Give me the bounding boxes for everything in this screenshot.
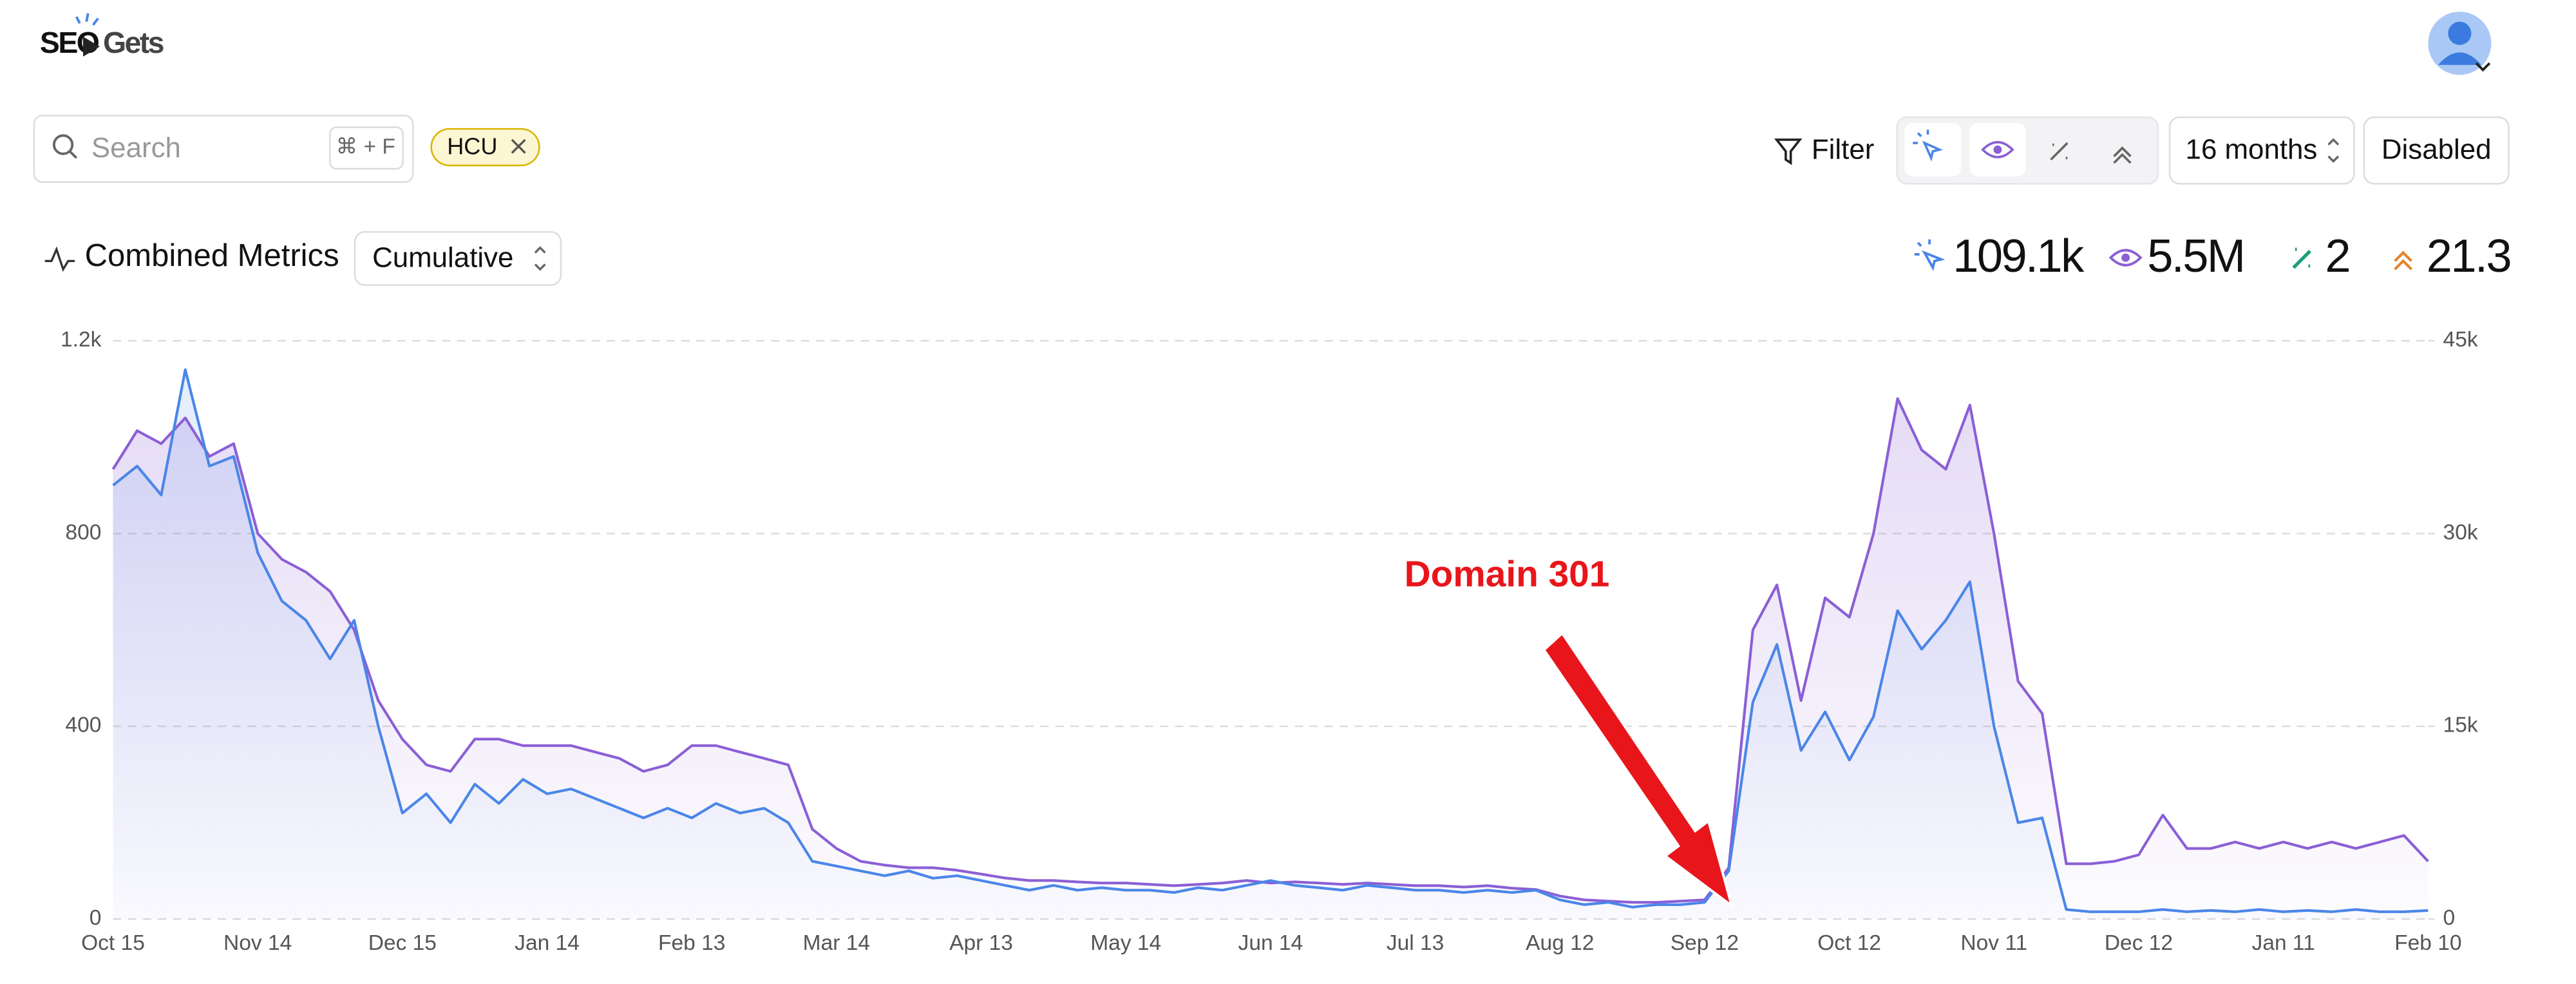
ctr-icon bbox=[2292, 247, 2311, 269]
x-tick-label: Jul 13 bbox=[1387, 931, 1444, 955]
impressions-icon bbox=[2121, 253, 2130, 262]
mode-text: Disabled bbox=[2382, 134, 2492, 166]
x-tick-label: Mar 14 bbox=[803, 931, 870, 955]
clicks-icon bbox=[1913, 129, 1944, 162]
impressions-icon bbox=[2108, 249, 2143, 267]
y-tick-label: 400 bbox=[65, 714, 101, 737]
shortcut-frame bbox=[328, 126, 404, 170]
mode-button[interactable]: Disabled bbox=[2363, 116, 2510, 185]
mode-frame bbox=[2363, 116, 2510, 185]
avatar-caret bbox=[2475, 62, 2491, 72]
x-tick-label: Jan 11 bbox=[2252, 931, 2315, 955]
tag-frame bbox=[430, 128, 540, 167]
y-tick-label: 0 bbox=[90, 906, 102, 930]
x-tick-label: Oct 15 bbox=[81, 931, 145, 955]
avatar-head bbox=[2448, 21, 2472, 45]
metrics-icon bbox=[44, 246, 75, 272]
aggregation-text: Cumulative bbox=[372, 241, 513, 273]
x-tick-label: Jun 14 bbox=[1238, 931, 1303, 955]
logo-spark bbox=[75, 13, 99, 26]
shortcut: ⌘ + F bbox=[336, 135, 395, 159]
y-tick-label: 800 bbox=[65, 520, 101, 544]
select-caret bbox=[2327, 138, 2340, 163]
search-icon bbox=[69, 150, 78, 159]
stat-impressions: 5.5M bbox=[2147, 231, 2244, 282]
filter-text: Filter bbox=[1812, 134, 1874, 166]
x-tick-label: Aug 12 bbox=[1526, 931, 1594, 955]
impressions-icon bbox=[1993, 145, 2002, 154]
x-tick-label: Feb 13 bbox=[658, 931, 725, 955]
annotation-arrow bbox=[1542, 631, 1734, 909]
avatar-body bbox=[2438, 52, 2481, 65]
select-caret bbox=[534, 246, 546, 271]
x-tick-label: Nov 14 bbox=[223, 931, 292, 955]
search-box[interactable]: Search ⌘ + F bbox=[33, 115, 414, 183]
x-tick-label: Feb 10 bbox=[2394, 931, 2461, 955]
period-text: 16 months bbox=[2186, 134, 2318, 166]
line bbox=[112, 368, 2429, 913]
logo-text: Gets bbox=[103, 26, 164, 59]
x-tick-label: Jan 14 bbox=[515, 931, 580, 955]
y2-tick-label: 45k bbox=[2443, 328, 2478, 352]
logo[interactable]: SEO Gets bbox=[40, 13, 165, 59]
x-tick-label: Apr 13 bbox=[949, 931, 1013, 955]
y2-tick-label: 30k bbox=[2443, 520, 2478, 544]
aggregation-select[interactable]: Cumulative bbox=[354, 231, 562, 286]
search-placeholder: Search bbox=[91, 132, 181, 164]
impressions-icon bbox=[1981, 140, 2014, 158]
metric-toggles bbox=[1896, 116, 2159, 185]
line bbox=[111, 397, 2429, 904]
x-tick-label: Oct 12 bbox=[1817, 931, 1881, 955]
chart: 0 400 800 1.2k 0 15k 30k 45k Oct 15 Nov 14 Dec 15 J… bbox=[61, 328, 2478, 955]
filter-icon bbox=[1774, 138, 1803, 166]
tag[interactable]: HCU bbox=[430, 128, 540, 167]
y-tick-label: 1.2k bbox=[61, 328, 102, 352]
period-frame bbox=[2168, 116, 2355, 185]
toggle-clicks[interactable] bbox=[1904, 123, 1962, 176]
avatar[interactable] bbox=[2428, 12, 2492, 75]
stat-position: 21.3 bbox=[2427, 231, 2510, 282]
y2-tick-label: 15k bbox=[2443, 714, 2478, 737]
x-tick-label: May 14 bbox=[1090, 931, 1161, 955]
period-select[interactable]: 16 months bbox=[2168, 116, 2355, 185]
x-tick-label: Dec 15 bbox=[368, 931, 437, 955]
stat-ctr: 2 bbox=[2325, 231, 2351, 282]
x-tick-label: Dec 12 bbox=[2105, 931, 2173, 955]
x-tick-label: Nov 11 bbox=[1960, 931, 2027, 955]
clicks-icon bbox=[1914, 239, 1946, 271]
x-tick-label: Sep 12 bbox=[1671, 931, 1739, 955]
area bbox=[113, 370, 2429, 920]
metrics-title: Combined Metrics bbox=[85, 238, 339, 273]
tag-close[interactable] bbox=[511, 138, 526, 154]
aggregation-frame bbox=[354, 231, 562, 286]
toggle-ctr[interactable] bbox=[2050, 142, 2069, 161]
y2-tick-label: 0 bbox=[2443, 906, 2456, 930]
position-icon bbox=[2394, 251, 2412, 270]
search-frame bbox=[33, 115, 414, 183]
search-icon bbox=[52, 134, 74, 155]
stat-clicks: 109.1k bbox=[1953, 231, 2085, 282]
filter-button[interactable]: Filter bbox=[1774, 134, 1875, 166]
logo-play bbox=[83, 36, 100, 57]
annotation: Domain 301 bbox=[1405, 554, 1610, 595]
tag-text: HCU bbox=[447, 133, 497, 159]
toggle-position[interactable] bbox=[2113, 146, 2132, 164]
